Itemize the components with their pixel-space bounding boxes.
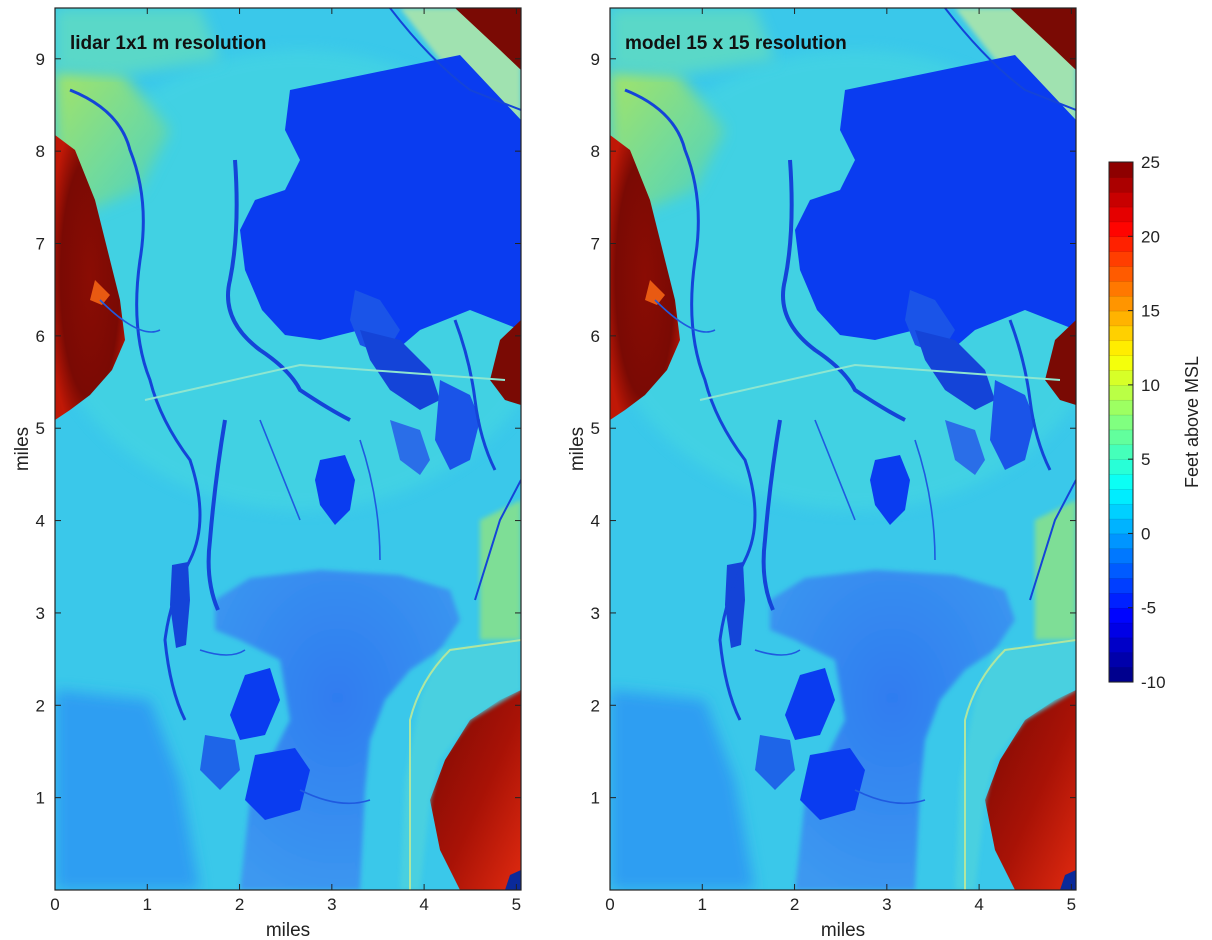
colorbar-tick-label: 10 (1141, 376, 1160, 395)
panel-title: lidar 1x1 m resolution (70, 33, 266, 54)
colorbar-level (1108, 488, 1134, 505)
y-tick-label: 7 (591, 235, 600, 254)
colorbar-level (1108, 637, 1134, 654)
elevation-map (55, 8, 521, 890)
colorbar-level (1108, 191, 1134, 208)
x-axis-label: miles (821, 920, 865, 940)
x-tick-label: 3 (327, 895, 336, 914)
y-tick-label: 2 (591, 696, 600, 715)
colorbar-level (1108, 399, 1134, 416)
colorbar-tick-label: -5 (1141, 599, 1156, 618)
colorbar-tick-label: 15 (1141, 302, 1160, 321)
colorbar-level (1108, 354, 1134, 371)
colorbar-level (1108, 666, 1134, 683)
colorbar-level (1108, 518, 1134, 535)
x-tick-label: 1 (143, 895, 152, 914)
y-axis-label: miles (567, 427, 588, 471)
y-tick-label: 9 (36, 50, 45, 69)
panel-lidar: lidar 1x1 m resolution 0 1 2 3 4 5 1 2 3 4 5 6 7 8 9 mi… (12, 7, 522, 940)
colorbar-level (1108, 161, 1134, 178)
colorbar-level (1108, 592, 1134, 609)
colorbar-level (1108, 236, 1134, 252)
y-tick-label: 5 (591, 419, 600, 438)
colorbar-level (1108, 265, 1134, 282)
colorbar-label: Feet above MSL (1182, 356, 1202, 488)
colorbar-tick-label: 25 (1141, 153, 1160, 172)
colorbar: 25 20 15 10 5 0 -5 -10 Feet above MSL (1108, 153, 1202, 692)
y-tick-label: 4 (591, 512, 600, 531)
y-tick-label: 2 (36, 696, 45, 715)
y-axis-label: miles (12, 427, 33, 471)
y-tick-label: 1 (36, 789, 45, 808)
x-axis-label: miles (266, 920, 310, 940)
colorbar-level (1108, 458, 1134, 475)
x-tick-label: 4 (419, 895, 428, 914)
x-tick-label: 1 (698, 895, 707, 914)
colorbar-level (1108, 473, 1134, 490)
colorbar-tick-label: 5 (1141, 450, 1150, 469)
colorbar-level (1108, 548, 1134, 564)
colorbar-level (1108, 577, 1134, 594)
colorbar-level (1108, 221, 1134, 238)
colorbar-level (1108, 310, 1134, 327)
colorbar-level (1108, 562, 1134, 579)
colorbar-tick-label: 20 (1141, 227, 1160, 246)
colorbar-level (1108, 533, 1134, 550)
colorbar-level (1108, 325, 1134, 342)
x-tick-label: 2 (235, 895, 244, 914)
y-tick-label: 6 (36, 327, 45, 346)
colorbar-level (1108, 444, 1134, 460)
colorbar-level (1108, 622, 1134, 639)
y-tick-label: 9 (591, 50, 600, 69)
colorbar-level (1108, 369, 1134, 386)
panel-model: model 15 x 15 resolution 0 1 2 3 4 5 1 2 3 4 5 6 7 8 9 m… (567, 7, 1077, 940)
x-tick-label: 5 (512, 895, 521, 914)
colorbar-level (1108, 607, 1134, 624)
y-tick-label: 3 (591, 604, 600, 623)
y-tick-label: 3 (36, 604, 45, 623)
colorbar-level (1108, 414, 1134, 431)
y-tick-label: 4 (36, 512, 45, 531)
colorbar-level (1108, 384, 1134, 401)
x-tick-label: 2 (790, 895, 799, 914)
colorbar-tick-label: 0 (1141, 524, 1150, 543)
colorbar-level (1108, 295, 1134, 312)
elevation-map (610, 8, 1076, 890)
colorbar-level (1108, 652, 1134, 668)
y-tick-label: 7 (36, 235, 45, 254)
y-tick-label: 8 (36, 142, 45, 161)
y-tick-label: 5 (36, 419, 45, 438)
x-tick-label: 5 (1067, 895, 1076, 914)
x-tick-label: 0 (50, 895, 59, 914)
x-tick-label: 4 (974, 895, 983, 914)
colorbar-level (1108, 503, 1134, 520)
y-tick-label: 6 (591, 327, 600, 346)
x-tick-label: 0 (605, 895, 614, 914)
colorbar-tick-label: -10 (1141, 673, 1166, 692)
x-tick-label: 3 (882, 895, 891, 914)
colorbar-level (1108, 176, 1134, 193)
y-tick-label: 8 (591, 142, 600, 161)
colorbar-level (1108, 340, 1134, 356)
colorbar-level (1108, 429, 1134, 446)
colorbar-level (1108, 280, 1134, 297)
colorbar-level (1108, 206, 1134, 223)
y-tick-label: 1 (591, 789, 600, 808)
colorbar-level (1108, 250, 1134, 267)
panel-title: model 15 x 15 resolution (625, 33, 847, 54)
